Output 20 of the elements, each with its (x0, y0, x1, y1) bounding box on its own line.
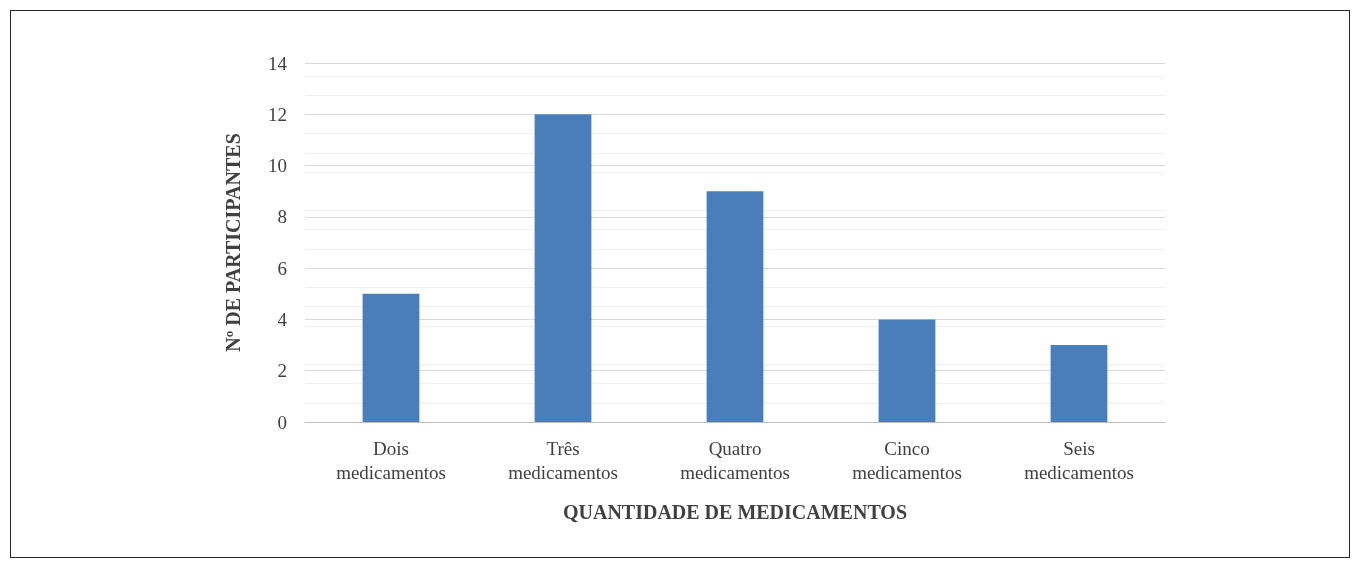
y-tick-label: 14 (268, 52, 288, 74)
y-tick-label: 8 (277, 206, 287, 228)
x-tick-label: Seis medicamentos (1024, 437, 1134, 483)
x-axis-title: QUANTIDADE DE MEDICAMENTOS (562, 501, 908, 523)
x-tick-label: Dois medicamentos (336, 437, 446, 483)
y-tick-label: 10 (268, 155, 287, 177)
x-tick-label: Três medicamentos (508, 437, 618, 483)
y-tick-label: 2 (277, 360, 287, 382)
y-tick-label: 12 (268, 103, 287, 125)
bar (534, 114, 592, 422)
y-tick-label: 6 (277, 257, 287, 279)
bar (878, 319, 936, 422)
x-tick-label: Quatro medicamentos (680, 437, 790, 483)
y-tick-label: 0 (277, 411, 287, 433)
bar (362, 293, 420, 422)
y-tick-label: 4 (277, 308, 288, 330)
x-tick-label: Cinco medicamentos (852, 437, 962, 483)
y-axis-title: Nº DE PARTICIPANTES (222, 133, 244, 352)
bar (1050, 345, 1108, 422)
bar (706, 191, 764, 422)
